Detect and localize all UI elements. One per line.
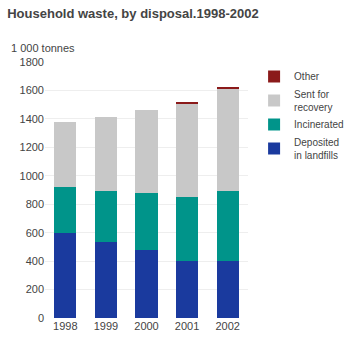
svg-text:200: 200 [26, 283, 44, 295]
svg-text:2001: 2001 [175, 320, 199, 332]
svg-text:1999: 1999 [94, 320, 118, 332]
svg-text:2000: 2000 [134, 320, 158, 332]
svg-text:Depositedin landfills: Depositedin landfills [294, 137, 339, 161]
svg-text:1 000 tonnes: 1 000 tonnes [11, 42, 75, 54]
svg-text:0: 0 [38, 312, 44, 324]
svg-text:1600: 1600 [20, 84, 44, 96]
svg-text:800: 800 [26, 198, 44, 210]
svg-text:Incinerated: Incinerated [294, 119, 343, 130]
svg-text:1998: 1998 [53, 320, 77, 332]
svg-text:1800: 1800 [20, 56, 44, 68]
svg-text:Other: Other [294, 71, 320, 82]
svg-text:2002: 2002 [215, 320, 239, 332]
svg-text:1400: 1400 [20, 113, 44, 125]
svg-text:600: 600 [26, 227, 44, 239]
svg-text:1200: 1200 [20, 141, 44, 153]
svg-text:Household waste, by disposal.1: Household waste, by disposal.1998-2002 [7, 6, 258, 21]
svg-text:1000: 1000 [20, 170, 44, 182]
svg-text:Sent forrecovery: Sent forrecovery [294, 89, 332, 113]
svg-text:400: 400 [26, 255, 44, 267]
